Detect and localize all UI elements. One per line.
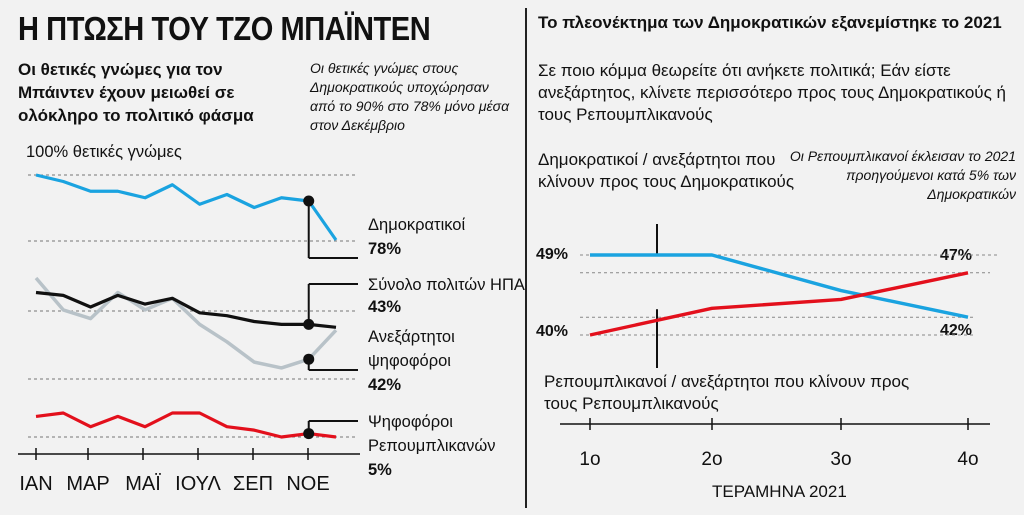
left-chart-note: Οι θετικές γνώμες στους Δημοκρατικούς υπ… — [310, 60, 510, 133]
dem-label: Δημοκρατικοί — [368, 216, 466, 234]
right-chart-note: Οι Ρεπουμπλικανοί έκλεισαν το 2021 προηγ… — [789, 148, 1016, 202]
right-x-tick-label: 3ο — [830, 449, 851, 470]
left-x-tick-label: ΜΑΡ — [66, 473, 109, 495]
right-dem-start-label: 49% — [536, 246, 569, 263]
right-x-tick-label: 2ο — [701, 449, 722, 470]
left-x-tick-label: ΙΑΝ — [19, 473, 52, 495]
rep-percent: 5% — [368, 461, 392, 479]
right-rep-end-label: 47% — [940, 247, 973, 264]
right-x-tick-label: 4ο — [957, 449, 978, 470]
ind-label-2: ψηφοφόροι — [368, 352, 451, 370]
all-label-text: Σύνολο πολιτών ΗΠΑ — [368, 276, 524, 294]
right-dem-line — [590, 253, 969, 319]
left-ind-line — [34, 276, 338, 370]
left-all-line — [35, 290, 337, 329]
all-percent: 43% — [368, 298, 402, 316]
left-y-axis-label: 100% θετικές γνώμες — [26, 143, 182, 161]
left-rep-line — [35, 411, 337, 439]
right-rep-line — [589, 271, 969, 337]
right-dem-label: Δημοκρατικοί / ανεξάρτητοι που κλίνουν π… — [538, 150, 795, 191]
panel-divider — [525, 8, 527, 508]
all-label: Σύνολο πολιτών ΗΠΑ 43% — [368, 274, 528, 318]
right-chart-question: Σε ποιο κόμμα θεωρείτε ότι ανήκετε πολιτ… — [538, 61, 1006, 124]
right-x-axis-label: ΤΕΡΑΜΗΝΑ 2021 — [712, 482, 847, 501]
left-x-tick-label: ΝΟΕ — [286, 473, 329, 495]
left-chart-title: Η ΠΤΩΣΗ ΤΟΥ ΤΖΟ ΜΠΑΪΝΤΕΝ — [18, 10, 431, 47]
left-chart-subtitle: Οι θετικές γνώμες για τον Μπάιντεν έχουν… — [18, 60, 254, 125]
rep-label-1: Ψηφοφόροι — [368, 413, 453, 431]
right-chart-title: Το πλεονέκτημα των Δημοκρατικών εξανεμίσ… — [538, 13, 1002, 32]
left-x-tick-label: ΜΑΪ — [125, 473, 161, 495]
right-rep-label: Ρεπουμπλικανοί / ανεξάρτητοι που κλίνουν… — [544, 372, 910, 413]
left-x-tick-label: ΣΕΠ — [233, 473, 273, 495]
dem-percent: 78% — [368, 240, 402, 258]
rep-label-2: Ρεπουμπλικανών — [368, 437, 496, 455]
right-x-tick-label: 1ο — [579, 449, 600, 470]
left-x-tick-label: ΙΟΥΛ — [175, 473, 221, 495]
left-dem-line — [35, 173, 338, 241]
ind-label-1: Ανεξάρτητοι — [368, 328, 455, 346]
right-rep-start-label: 40% — [536, 323, 569, 340]
ind-percent: 42% — [368, 376, 402, 394]
